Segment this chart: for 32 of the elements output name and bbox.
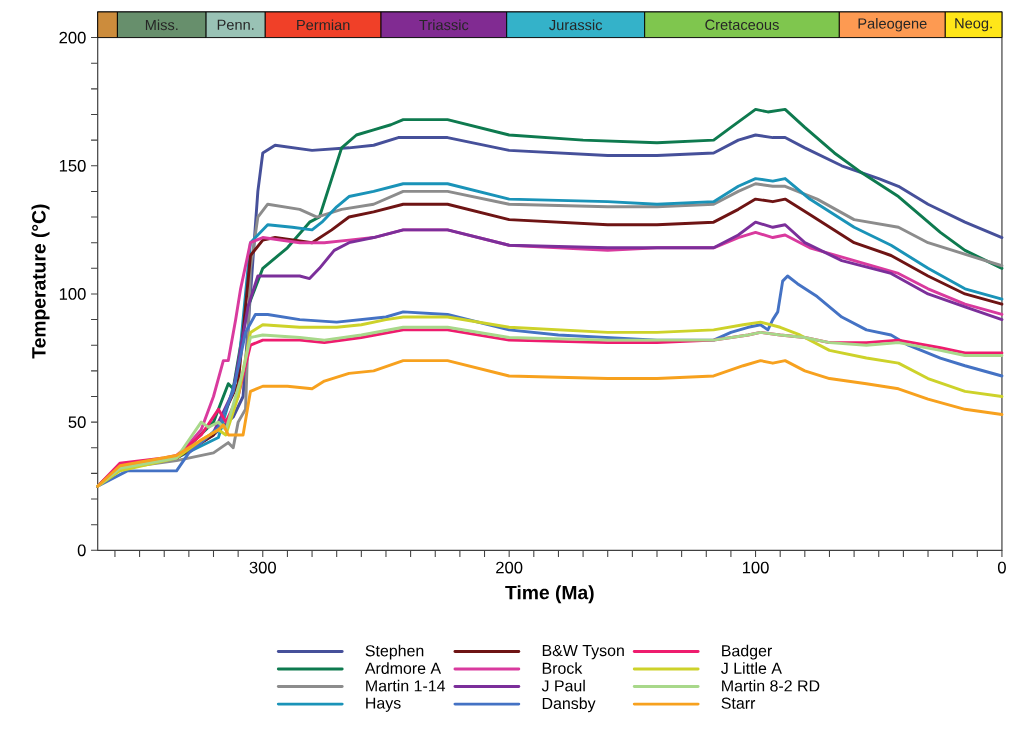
band-label: Jurassic: [549, 19, 603, 31]
y-tick-label: 150: [59, 160, 86, 172]
band-label: Penn.: [217, 19, 254, 31]
x-axis-title: Time (Ma): [505, 585, 594, 604]
legend-label: Martin 8-2 RD: [722, 679, 820, 692]
band-label: Neog.: [955, 18, 992, 32]
x-tick-label: 100: [742, 561, 769, 574]
legend-label: Martin 1-14: [366, 679, 446, 692]
band-label: Miss.: [145, 19, 178, 31]
legend-label: Starr: [721, 697, 756, 709]
legend-label: Ardmore A: [364, 662, 442, 675]
x-tick-label: 0: [997, 561, 1006, 574]
legend-label: Hays: [366, 697, 401, 713]
band-label: Triassic: [419, 19, 469, 31]
y-tick-label: 0: [77, 544, 86, 557]
legend-label: J Little A: [721, 662, 782, 675]
band-label: Cretaceous: [705, 19, 779, 31]
y-axis-title: Temperature (°C): [31, 204, 50, 359]
legend-label: Badger: [722, 644, 772, 660]
legend-label: Dansby: [542, 697, 596, 713]
legend-label: Stephen: [365, 644, 424, 660]
y-tick-label: 100: [59, 288, 86, 300]
legend-label: J Paul: [541, 679, 585, 692]
legend-label: Brock: [542, 662, 583, 675]
x-tick-label: 200: [496, 561, 523, 574]
line-series: [96, 359, 1004, 488]
y-tick-label: 200: [59, 31, 86, 44]
band-label: Permian: [297, 19, 350, 31]
y-tick-label: 50: [68, 416, 86, 429]
band-label: Paleogene: [858, 18, 927, 32]
x-tick-label: 300: [249, 561, 276, 574]
legend-label: B&W Tyson: [542, 645, 624, 660]
